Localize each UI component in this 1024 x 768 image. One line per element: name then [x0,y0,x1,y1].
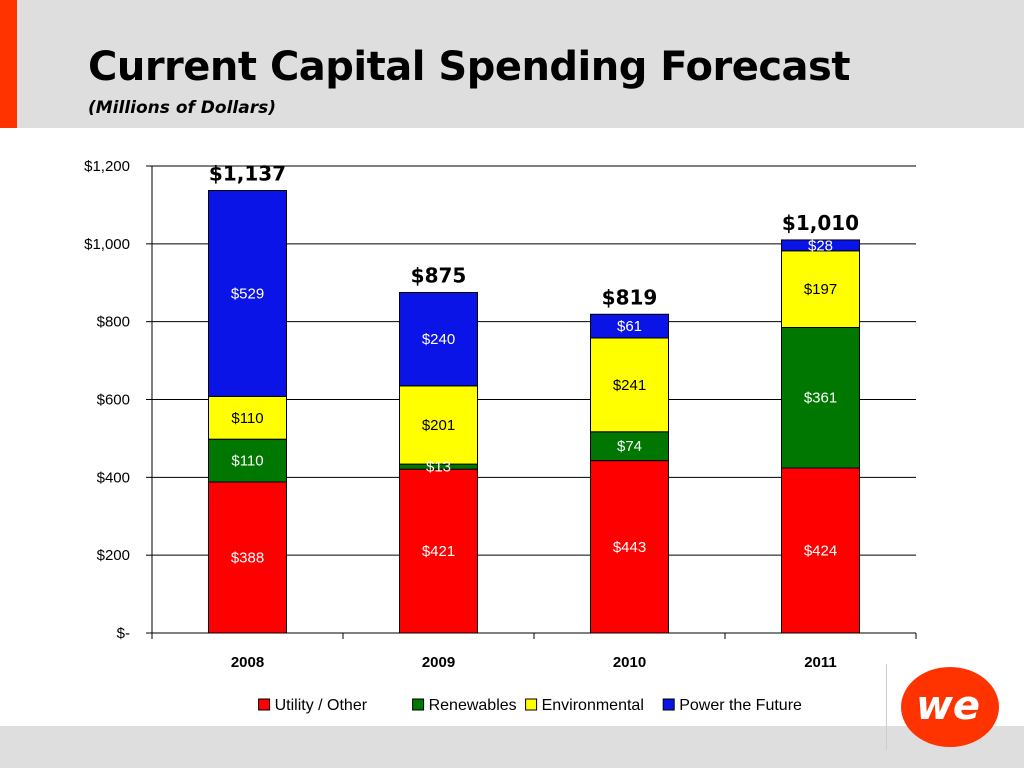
bar-segment [781,467,860,634]
bar-segment [208,438,287,483]
title-band [0,0,1024,128]
y-tick-label: $400 [97,469,130,486]
x-tick-label: 2011 [804,654,837,671]
y-tick-label: $200 [97,547,130,564]
segment-label: $28 [808,237,833,254]
bar-segment [208,481,287,634]
legend-label: Environmental [542,697,644,714]
x-tick-label: 2009 [422,654,455,671]
legend-label: Utility / Other [275,697,368,714]
logo-divider [886,664,887,750]
segment-label: $443 [613,539,646,556]
bar-segment [208,190,287,397]
legend-swatch [525,698,538,711]
bar-segment [781,327,860,469]
legend: Utility / Other Renewables Environmental Po… [258,697,802,714]
total-label: $875 [411,263,467,287]
segment-label: $13 [426,459,451,476]
x-tick-label: 2008 [231,654,264,671]
segment-label: $201 [422,417,455,434]
bar-segment [590,431,669,462]
logo-text: we [916,683,980,729]
segment-label: $424 [804,542,837,559]
bar-segment [590,313,669,339]
bar-segment [399,385,478,465]
axes: $- $200 $400 $600 $800 $1,000 $1,200 2008 2009 20… [84,158,917,671]
total-label: $1,010 [782,211,859,235]
segment-label: $421 [422,543,455,560]
bar-segment [781,250,860,329]
y-tick-label: $800 [97,314,130,331]
legend-swatch [258,698,271,711]
segment-label: $241 [613,377,646,394]
footer-band [0,726,1024,768]
page-subtitle: (Millions of Dollars) [88,98,276,118]
segment-label: $361 [804,390,837,407]
accent-bar [0,0,17,128]
x-tick-label: 2010 [613,654,646,671]
bar-segment [399,468,478,634]
y-tick-label: $- [117,625,130,642]
data-labels: $388 $110 $110 $529 $1,137 $421 $13 $201 $240 $87… [209,162,859,567]
y-tick-label: $600 [97,392,130,409]
y-tick-label: $1,200 [84,158,130,175]
bar-segment [399,291,478,387]
legend-swatch [412,698,425,711]
segment-label: $388 [231,550,264,567]
logo-badge [901,667,999,747]
segment-label: $110 [231,453,263,470]
segment-label: $197 [804,281,837,298]
total-label: $819 [602,285,658,309]
segment-label: $240 [422,331,455,348]
segment-label: $110 [231,410,263,427]
legend-label: Power the Future [679,697,802,714]
bar-segment [590,337,669,433]
segment-label: $529 [231,285,264,302]
segment-label: $74 [617,438,642,455]
total-label: $1,137 [209,162,286,186]
we-energies-logo: we [901,667,999,747]
legend-label: Renewables [429,697,517,714]
y-tick-label: $1,000 [84,236,130,253]
legend-swatch [662,698,675,711]
segment-label: $61 [617,318,642,335]
bar-segment [781,239,860,252]
page-title: Current Capital Spending Forecast [88,44,850,90]
bars [208,190,860,634]
